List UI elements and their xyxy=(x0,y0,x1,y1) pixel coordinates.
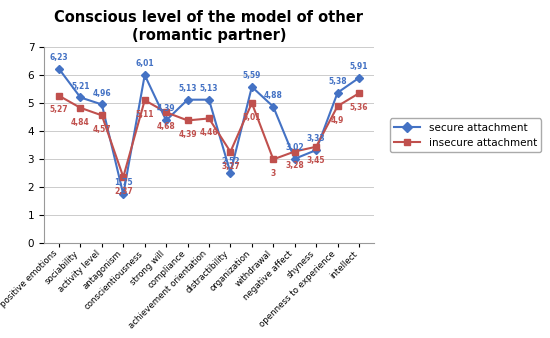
Text: 6,01: 6,01 xyxy=(135,59,154,68)
Text: 3,28: 3,28 xyxy=(285,161,304,170)
insecure attachment xyxy=(334,104,341,108)
secure attachment xyxy=(206,98,212,102)
Text: 3,02: 3,02 xyxy=(285,143,304,152)
Text: Conscious level of the model of other
(romantic partner): Conscious level of the model of other (r… xyxy=(54,10,364,43)
Text: 5,21: 5,21 xyxy=(71,81,90,91)
secure attachment xyxy=(77,95,84,99)
Text: 2,52: 2,52 xyxy=(221,157,240,166)
Text: 5,38: 5,38 xyxy=(328,77,347,86)
Text: 1,75: 1,75 xyxy=(114,178,133,187)
insecure attachment xyxy=(120,175,127,179)
secure attachment xyxy=(56,67,62,71)
Legend: secure attachment, insecure attachment: secure attachment, insecure attachment xyxy=(390,118,541,152)
Text: 5,13: 5,13 xyxy=(200,84,218,93)
Text: 5,11: 5,11 xyxy=(135,110,154,119)
secure attachment xyxy=(120,192,127,196)
insecure attachment xyxy=(249,101,255,105)
secure attachment xyxy=(163,118,169,122)
insecure attachment xyxy=(292,149,298,153)
Text: 3,33: 3,33 xyxy=(307,134,326,143)
insecure attachment xyxy=(141,98,148,102)
secure attachment xyxy=(249,85,255,89)
secure attachment xyxy=(356,76,362,80)
insecure attachment xyxy=(270,157,277,161)
secure attachment xyxy=(334,91,341,95)
Text: 4,84: 4,84 xyxy=(71,118,90,126)
insecure attachment xyxy=(184,118,191,122)
Text: 3: 3 xyxy=(271,169,276,178)
insecure attachment xyxy=(356,91,362,95)
insecure attachment xyxy=(313,145,320,149)
secure attachment xyxy=(98,102,105,106)
insecure attachment xyxy=(206,116,212,120)
insecure attachment xyxy=(163,110,169,114)
Text: 5,01: 5,01 xyxy=(243,113,261,122)
secure attachment xyxy=(270,105,277,109)
Text: 4,57: 4,57 xyxy=(92,125,111,134)
secure attachment xyxy=(292,157,298,161)
secure attachment xyxy=(184,98,191,102)
Text: 4,39: 4,39 xyxy=(157,104,175,114)
insecure attachment xyxy=(98,113,105,117)
Text: 5,91: 5,91 xyxy=(350,62,368,71)
Text: 4,46: 4,46 xyxy=(200,128,218,137)
Text: 4,39: 4,39 xyxy=(178,130,197,139)
Text: 5,27: 5,27 xyxy=(50,105,68,115)
Text: 2,37: 2,37 xyxy=(114,187,133,196)
Text: 4,68: 4,68 xyxy=(157,122,175,131)
Text: 4,9: 4,9 xyxy=(331,116,344,125)
insecure attachment xyxy=(77,106,84,110)
secure attachment xyxy=(227,171,234,175)
Text: 5,36: 5,36 xyxy=(350,103,368,112)
insecure attachment xyxy=(227,150,234,154)
Text: 5,13: 5,13 xyxy=(178,84,197,93)
Line: insecure attachment: insecure attachment xyxy=(56,91,362,180)
Line: secure attachment: secure attachment xyxy=(56,66,362,197)
Text: 3,45: 3,45 xyxy=(307,156,326,166)
insecure attachment xyxy=(56,94,62,98)
secure attachment xyxy=(141,73,148,77)
Text: 4,88: 4,88 xyxy=(264,91,283,100)
secure attachment xyxy=(313,148,320,152)
Text: 4,96: 4,96 xyxy=(92,89,111,97)
Text: 6,23: 6,23 xyxy=(50,53,68,62)
Text: 5,59: 5,59 xyxy=(243,71,261,80)
Text: 3,27: 3,27 xyxy=(221,162,240,170)
